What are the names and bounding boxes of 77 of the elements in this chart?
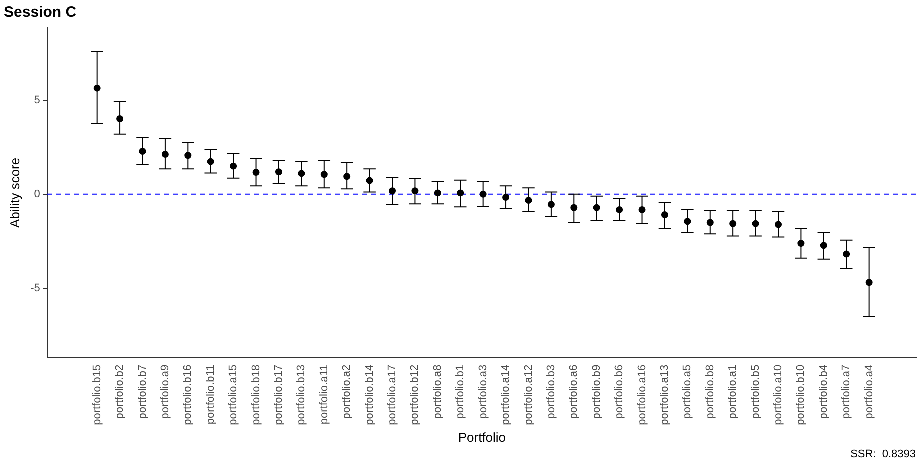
point [320, 171, 328, 178]
point [684, 218, 692, 226]
x-tick-label: portfolio.a1 [727, 364, 740, 420]
x-tick-label: portfolio.b2 [114, 364, 126, 420]
x-tick-label: portfolio.a7 [840, 364, 853, 420]
x-tick-label: portfolio.b5 [750, 364, 762, 420]
point [638, 206, 646, 214]
point [774, 221, 782, 228]
point [434, 190, 442, 197]
point [366, 177, 374, 184]
point [207, 158, 214, 166]
point [866, 279, 873, 286]
point [298, 170, 306, 178]
point [730, 220, 737, 228]
point [616, 206, 624, 214]
x-tick-label: portfolio.b1 [454, 364, 467, 420]
x-tick-label: portfolio.b18 [250, 364, 262, 426]
x-tick-label: portfolio.b17 [273, 364, 286, 426]
x-tick-label: portfolio.a2 [341, 364, 354, 420]
x-tick-label: portfolio.b15 [91, 364, 104, 426]
x-tick-label: portfolio.a14 [500, 364, 512, 426]
x-tick-label: portfolio.a5 [682, 364, 694, 420]
x-axis-title: Portfolio [458, 430, 506, 445]
x-tick-label: portfolio.a17 [386, 364, 399, 426]
x-tick-label: portfolio.a16 [636, 364, 648, 426]
point [843, 250, 850, 258]
point [548, 201, 555, 208]
y-tick-label: 0 [34, 188, 40, 200]
x-tick-label: portfolio.a12 [522, 364, 535, 426]
point [184, 152, 192, 160]
x-tick-label: portfolio.a6 [568, 364, 580, 420]
point [275, 168, 282, 176]
x-tick-label: portfolio.a10 [772, 364, 785, 426]
x-tick-label: portfolio.b13 [296, 364, 308, 426]
x-tick-label: portfolio.b14 [364, 364, 376, 426]
y-axis-title: Ability score [7, 158, 22, 228]
point [162, 150, 169, 158]
chart-title: Session C [4, 4, 77, 22]
x-tick-label: portfolio.a9 [159, 364, 172, 420]
point [798, 240, 805, 248]
x-tick-label: portfolio.a3 [477, 364, 490, 420]
point [139, 148, 146, 155]
point [593, 204, 600, 212]
x-tick-label: portfolio.a8 [432, 364, 444, 420]
point [661, 212, 668, 219]
x-tick-label: portfolio.a4 [863, 364, 876, 420]
y-tick-label: -5 [30, 282, 40, 294]
x-tick-label: portfolio.b11 [204, 364, 217, 425]
x-tick-label: portfolio.b6 [614, 364, 626, 420]
x-tick-label: portfolio.b16 [182, 364, 194, 426]
point [525, 197, 532, 204]
point [570, 204, 578, 212]
x-tick-label: portfolio.b12 [409, 364, 422, 426]
x-tick-label: portfolio.b3 [545, 364, 558, 420]
text: SSR: 0.8393 [850, 448, 916, 461]
point [412, 188, 419, 195]
x-tick-label: portfolio.b4 [818, 364, 830, 420]
x-tick-label: portfolio.a15 [228, 364, 240, 426]
point [502, 194, 510, 202]
x-tick-label: portfolio.b7 [136, 364, 149, 420]
x-tick-label: portfolio.b8 [704, 364, 716, 420]
point [116, 115, 124, 122]
y-tick-label: 5 [34, 94, 40, 106]
point [94, 84, 101, 92]
point [344, 173, 351, 180]
point [752, 220, 760, 228]
x-tick-label: portfolio.a11 [318, 364, 330, 425]
x-tick-label: portfolio.b10 [795, 364, 808, 426]
x-tick-label: portfolio.a13 [659, 364, 671, 426]
point [389, 188, 396, 195]
x-tick-label: portfolio.b9 [590, 364, 603, 420]
point [480, 190, 487, 198]
point [230, 162, 238, 170]
point [252, 169, 260, 176]
point [457, 190, 464, 197]
point [706, 219, 714, 226]
point [820, 242, 828, 250]
